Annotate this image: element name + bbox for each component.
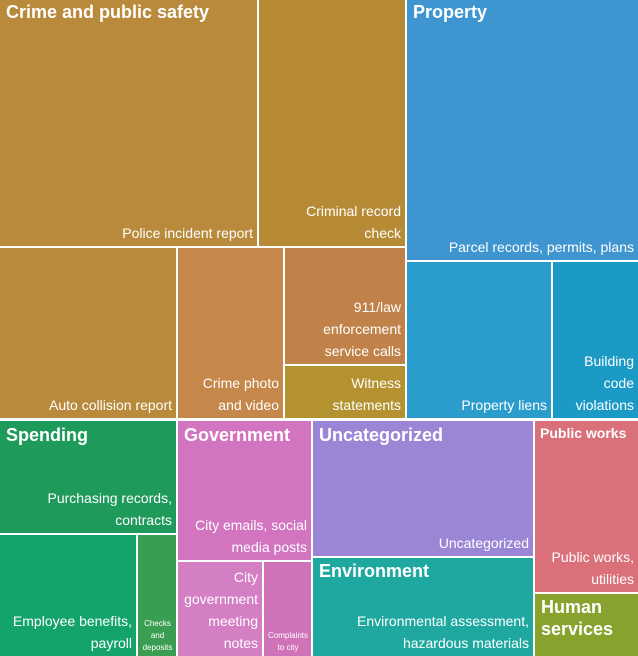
tile-label: Uncategorized <box>438 535 529 551</box>
tile[interactable]: Witness statements <box>285 366 405 418</box>
group-title: Government <box>184 425 291 445</box>
tile-label: Checks and deposits <box>142 619 173 652</box>
tile[interactable]: Complaints to city <box>264 562 311 656</box>
tile[interactable] <box>535 594 638 656</box>
tile-label: Criminal record check <box>306 203 401 241</box>
group-title: Environment <box>319 561 430 581</box>
tile-label: Witness statements <box>332 375 401 413</box>
tile-label: Auto collision report <box>49 397 172 413</box>
tile-label: Environmental assessment, hazardous mate… <box>357 613 529 651</box>
tile[interactable]: Police incident report <box>0 0 257 246</box>
tile-label: Building code violations <box>575 353 634 413</box>
tile[interactable]: Crime photo and video <box>178 248 283 418</box>
tile[interactable]: Environmental assessment, hazardous mate… <box>313 558 533 656</box>
tile[interactable]: City emails, social media posts <box>178 421 311 560</box>
tile-label: Police incident report <box>122 225 253 241</box>
tile[interactable]: Employee benefits, payroll <box>0 535 136 656</box>
tile[interactable]: Uncategorized <box>313 421 533 556</box>
tile-label: Complaints to city <box>267 631 308 652</box>
tile[interactable]: Auto collision report <box>0 248 176 418</box>
tile[interactable]: Public works, utilities <box>535 421 638 592</box>
group-title: Uncategorized <box>319 425 444 445</box>
tile[interactable]: Criminal record check <box>259 0 405 246</box>
tile-label: Property liens <box>461 397 547 413</box>
group-title: Human services <box>541 597 614 639</box>
tile[interactable]: Building code violations <box>553 262 638 418</box>
group-title: Property <box>413 2 488 22</box>
tile[interactable]: Purchasing records, contracts <box>0 421 176 533</box>
tile-label: Employee benefits, payroll <box>12 613 132 651</box>
tile[interactable]: 911/law enforcement service calls <box>285 248 405 364</box>
tile-label: Public works, utilities <box>551 549 634 587</box>
tile-label: City government meeting notes <box>184 569 258 651</box>
tile[interactable]: City government meeting notes <box>178 562 262 656</box>
tile-label: Purchasing records, contracts <box>47 490 172 528</box>
tile-label: Crime photo and video <box>202 375 279 413</box>
tile-label: Parcel records, permits, plans <box>448 239 634 255</box>
tile[interactable]: Checks and deposits <box>138 535 176 656</box>
tile[interactable]: Parcel records, permits, plans <box>407 0 638 260</box>
group-title: Spending <box>6 425 88 445</box>
tile[interactable]: Property liens <box>407 262 551 418</box>
tile-label: City emails, social media posts <box>194 517 307 555</box>
tile-label: 911/law enforcement service calls <box>323 299 401 359</box>
group-title: Public works <box>540 425 627 441</box>
group-title: Crime and public safety <box>6 2 210 22</box>
